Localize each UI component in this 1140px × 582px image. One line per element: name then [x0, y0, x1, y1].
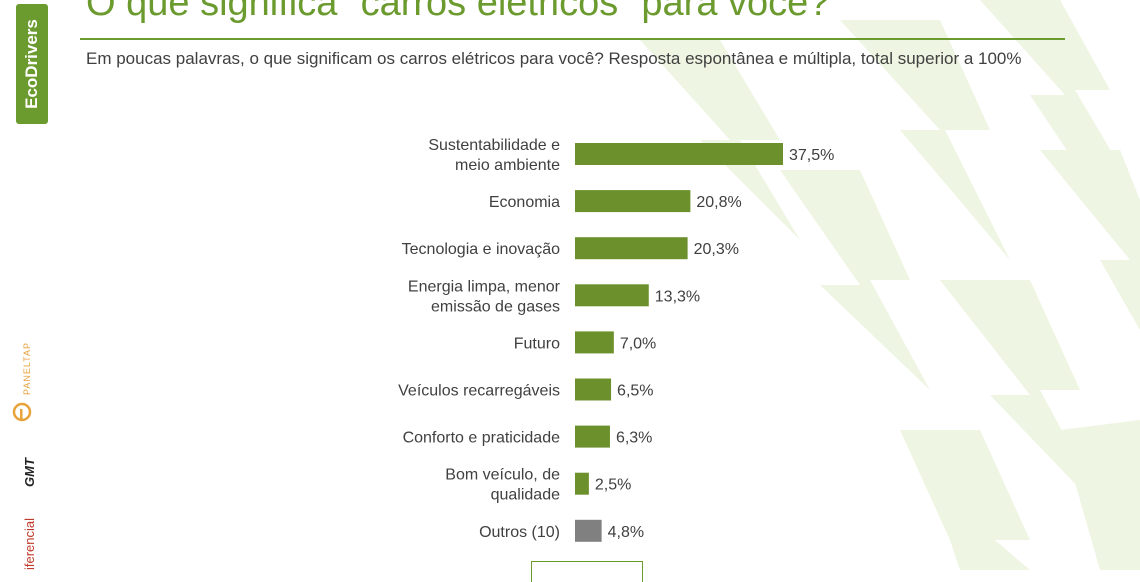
sample-size-box — [531, 561, 643, 582]
category-label-0: Sustentabilidade e meio ambiente — [428, 137, 560, 174]
category-label-line: Sustentabilidade e — [428, 137, 560, 154]
bar-value-label-6: 6,3% — [616, 430, 652, 447]
ecodrivers-logo: EcoDrivers — [16, 4, 48, 124]
logo-strip: EcoDrivers PANELTAP GMT iferencial — [0, 0, 60, 570]
category-label-4: Futuro — [514, 335, 560, 352]
bar-value-label-1: 20,8% — [696, 194, 741, 211]
page-subtitle: Em poucas palavras, o que significam os … — [86, 49, 1022, 68]
category-label-line: Conforto e praticidade — [403, 430, 561, 447]
bar-value-label-5: 6,5% — [617, 383, 653, 400]
category-label-line: Veículos recarregáveis — [398, 383, 560, 400]
category-label-line: Energia limpa, menor — [408, 278, 561, 295]
bar-7 — [575, 472, 589, 495]
bar-value-label-0: 37,5% — [789, 147, 834, 164]
category-label-line: Bom veículo, de — [445, 467, 560, 484]
category-label-5: Veículos recarregáveis — [398, 383, 560, 400]
category-label-7: Bom veículo, de qualidade — [445, 467, 560, 504]
category-label-line: Outros (10) — [479, 524, 560, 541]
title-underline — [80, 38, 1065, 40]
bar-chart: 37,5% Sustentabilidade e meio ambiente 20,8… — [398, 137, 834, 542]
page-title: O que significa “carros elétricos” para … — [86, 0, 830, 24]
bar-value-label-7: 2,5% — [595, 477, 631, 494]
bar-value-label-4: 7,0% — [620, 335, 656, 352]
background-lightning-shapes — [640, 0, 1140, 570]
bar-3 — [575, 284, 649, 307]
bar-8 — [575, 519, 602, 542]
bar-2 — [575, 237, 688, 260]
category-label-line: Tecnologia e inovação — [402, 241, 560, 258]
category-label-line: meio ambiente — [455, 157, 560, 174]
category-label-line: Economia — [489, 194, 560, 211]
bar-value-label-8: 4,8% — [608, 524, 644, 541]
category-label-3: Energia limpa, menor emissão de gases — [408, 278, 561, 315]
category-label-line: Futuro — [514, 335, 560, 352]
category-label-8: Outros (10) — [479, 524, 560, 541]
category-label-line: qualidade — [491, 487, 561, 504]
category-label-6: Conforto e praticidade — [403, 430, 561, 447]
category-label-line: emissão de gases — [431, 298, 560, 315]
paneltap-p-icon — [12, 402, 32, 422]
bar-5 — [575, 378, 612, 401]
bar-0 — [575, 143, 783, 165]
category-label-2: Tecnologia e inovação — [402, 241, 560, 258]
category-label-1: Economia — [489, 194, 560, 211]
bar-6 — [575, 425, 610, 448]
bar-value-label-3: 13,3% — [655, 288, 700, 305]
bar-value-label-2: 20,3% — [694, 241, 739, 258]
bar-1 — [575, 190, 691, 213]
bar-4 — [575, 331, 614, 354]
